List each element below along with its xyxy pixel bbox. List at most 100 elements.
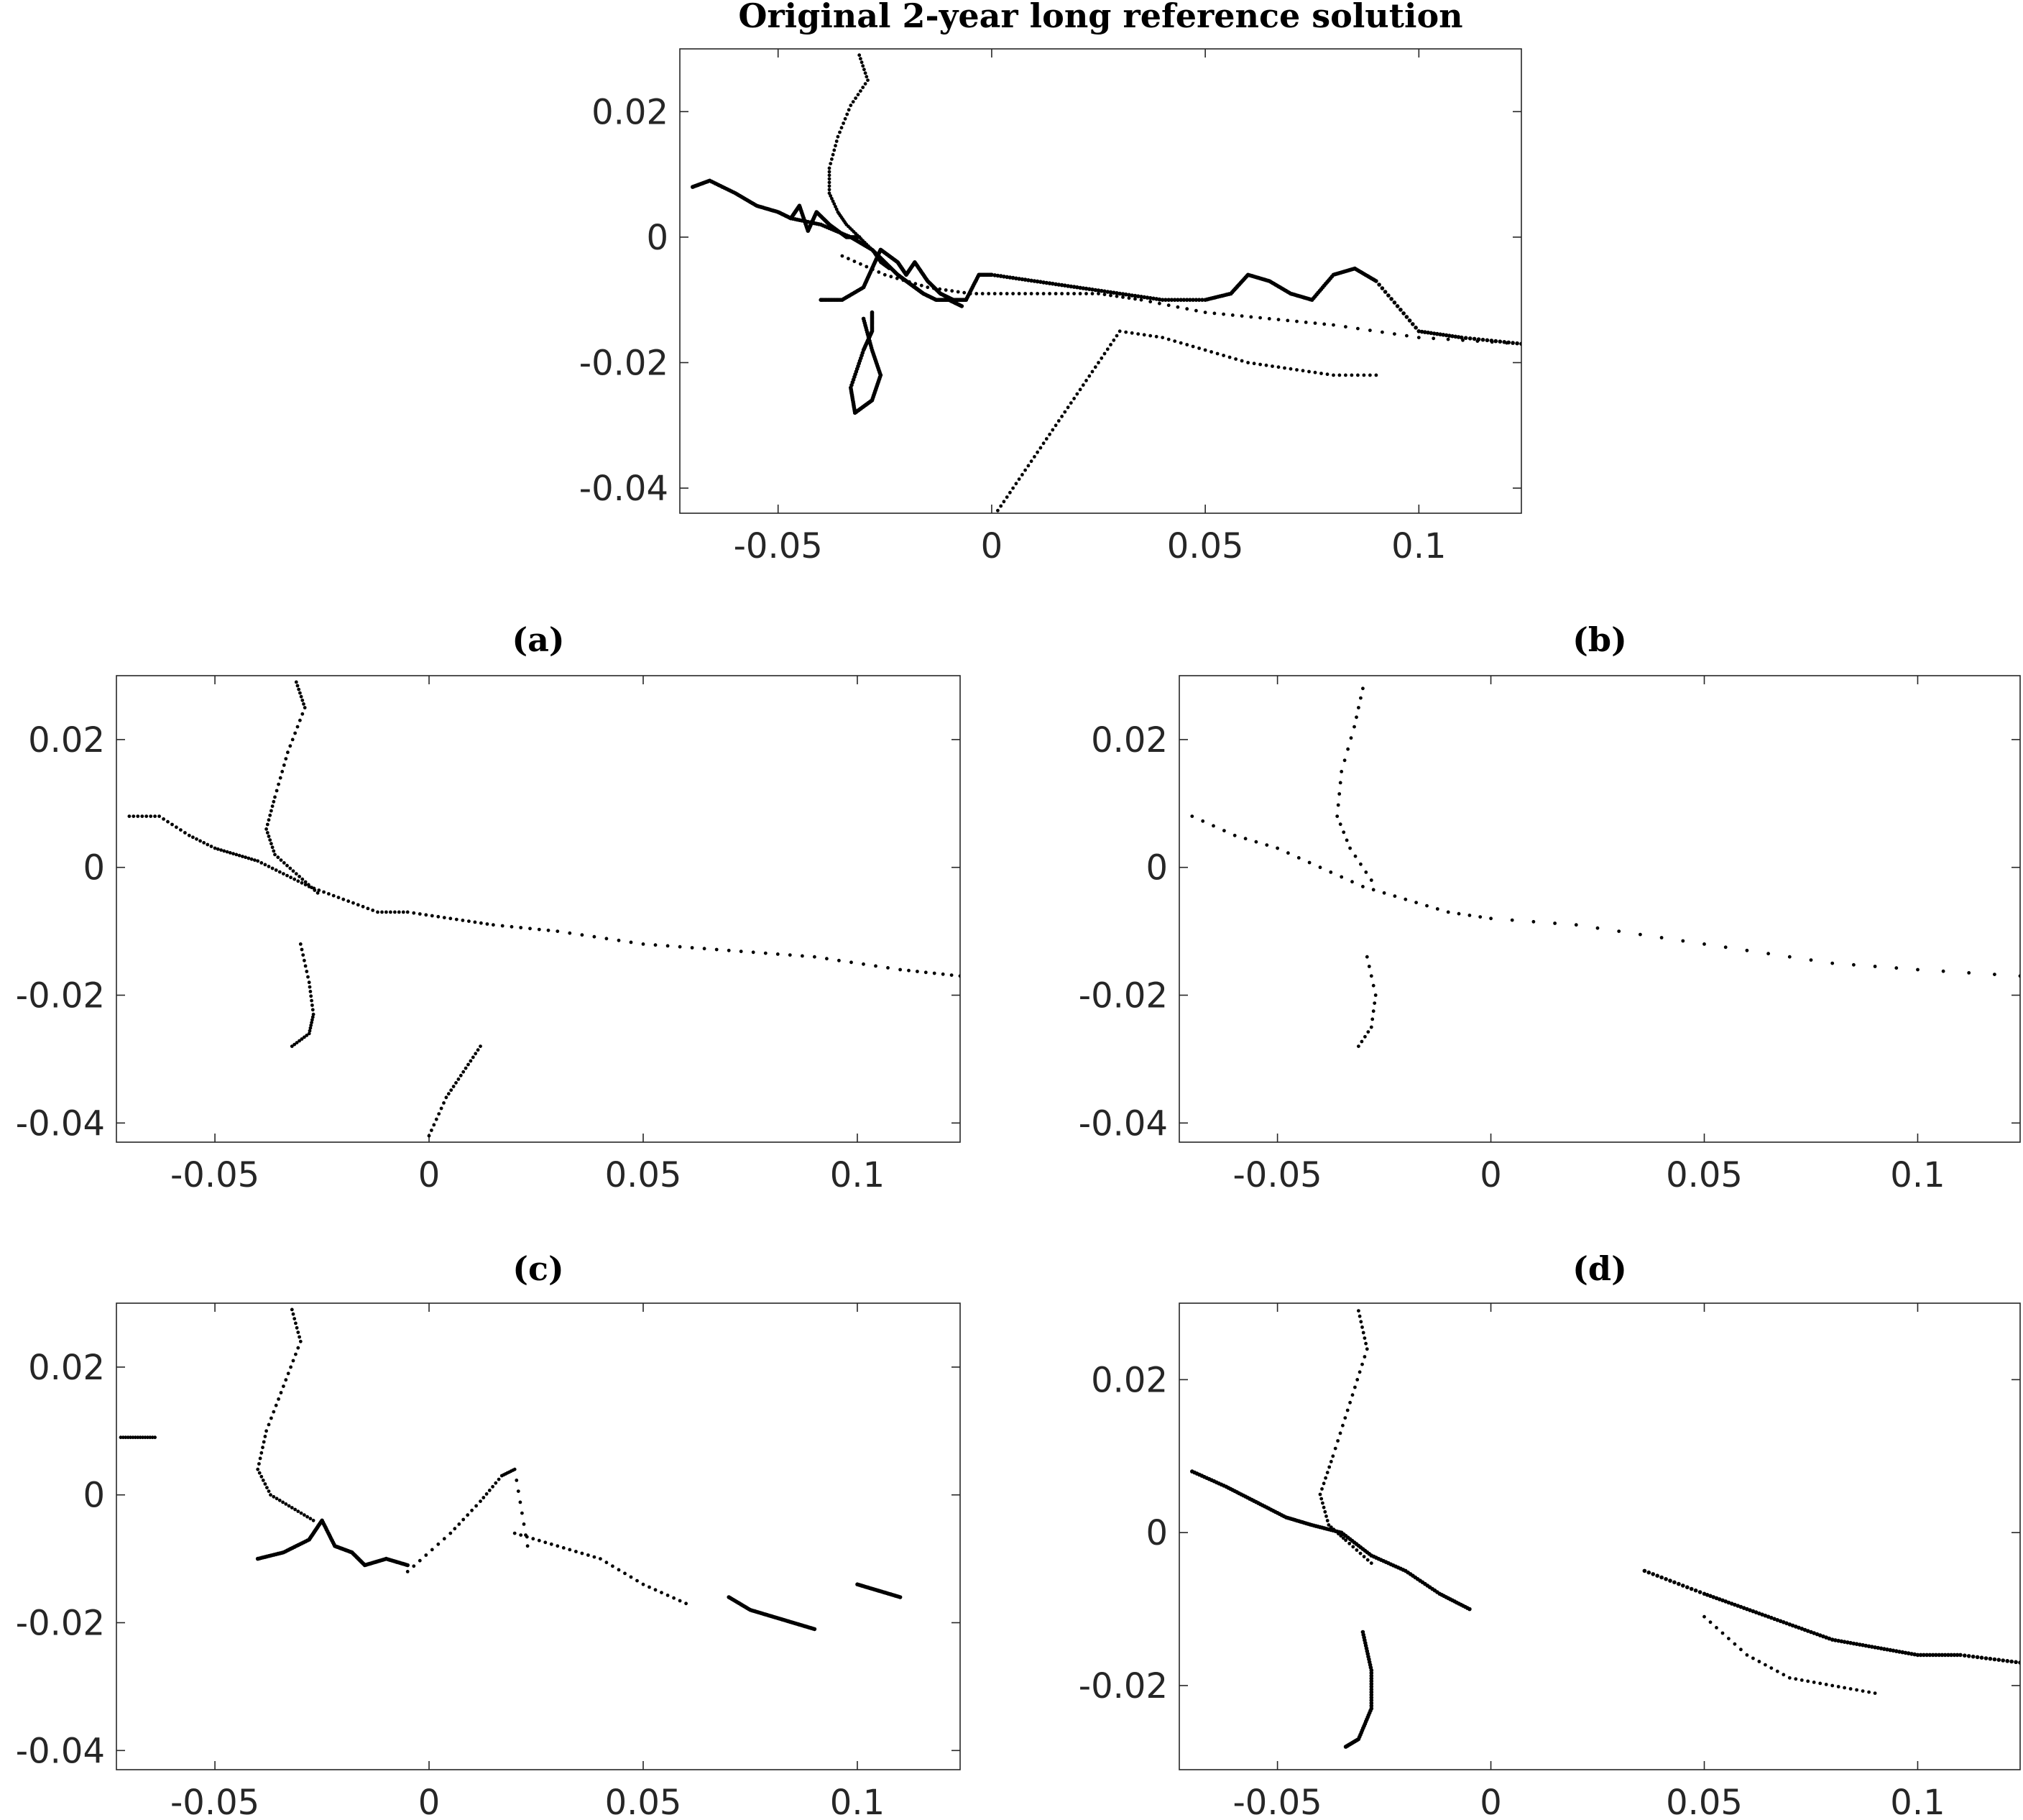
trajectory-point [274,1403,278,1407]
axis-frame-b [1179,675,2021,1143]
trajectory-point [1659,936,1664,939]
trajectory-point [262,1440,266,1444]
trajectory-point [1952,1653,1957,1658]
trajectory-point [1069,284,1074,289]
trajectory-point [1331,1454,1335,1458]
trajectory-point [827,191,831,196]
trajectory-point [1081,383,1085,387]
trajectory-point [537,1538,541,1543]
trajectory-point [1519,341,1521,346]
trajectory-point [1425,904,1429,908]
trajectory-point [277,1498,282,1502]
trajectory-point [1313,321,1317,325]
trajectory-point [834,207,839,211]
trajectory-point [580,933,584,937]
trajectory-points-b [1190,686,2020,1048]
trajectory-point [1677,1581,1681,1586]
trajectory-point [1760,1612,1764,1617]
trajectory-point [469,1059,473,1063]
trajectory-point [1411,322,1415,326]
trajectory-point [1941,969,1945,973]
trajectory-point [543,1540,548,1545]
trajectory-point [1130,293,1134,298]
trajectory-point [1343,1745,1348,1749]
trajectory-point [1764,1663,1767,1667]
trajectory-point [309,1024,313,1027]
trajectory-point [405,1563,410,1568]
trajectory-point [1467,336,1473,341]
trajectory-point [485,922,489,926]
y-tick-label: -0.04 [1079,1103,1168,1144]
trajectory-point [1179,341,1183,345]
trajectory-point [2018,1660,2020,1665]
trajectory-point [1097,292,1100,295]
trajectory-point [1689,1586,1694,1591]
trajectory-point [264,827,268,831]
trajectory-point [307,1031,311,1036]
trajectory-point [464,1066,468,1070]
trajectory-point [1350,1393,1355,1397]
trajectory-point [1072,292,1076,295]
trajectory-point [829,194,833,198]
trajectory-point [1909,1652,1914,1656]
trajectory-point [295,725,300,729]
trajectory-point [261,1479,265,1482]
trajectory-point [149,814,153,818]
trajectory-point [525,1544,530,1548]
trajectory-point [1711,1595,1715,1599]
trajectory-point [366,906,370,911]
trajectory-point [1109,293,1112,298]
trajectory-point [834,139,839,143]
trajectory-point [269,1493,272,1497]
trajectory-point [296,1330,300,1334]
trajectory-point [1090,288,1095,292]
trajectory-point [1329,870,1333,874]
trajectory-point [298,1335,301,1339]
trajectory-point [1741,1606,1746,1610]
trajectory-point [317,888,321,892]
trajectory-point [990,272,994,277]
trajectory-point [852,259,857,263]
trajectory-point [1041,441,1046,446]
trajectory-point [166,819,170,824]
trajectory-point [436,914,441,919]
trajectory-point [1212,311,1217,316]
trajectory-point [500,924,504,928]
trajectory-point [519,926,523,929]
trajectory-point [1937,1653,1941,1658]
trajectory-point [132,814,136,818]
trajectory-point [1158,301,1161,305]
trajectory-point [1685,1585,1690,1589]
trajectory-point [131,1435,135,1440]
trajectory-point [1897,1650,1902,1654]
trajectory-point [466,1513,470,1517]
trajectory-point [126,1435,130,1440]
trajectory-point [1861,1689,1865,1693]
trajectory-point [1341,1536,1345,1540]
trajectory-point [138,1435,142,1440]
trajectory-point [1026,278,1031,282]
trajectory-point [916,970,919,973]
trajectory-point [556,929,560,933]
trajectory-point [1363,1034,1367,1039]
trajectory-point [1047,281,1052,285]
trajectory-point [1392,300,1397,305]
trajectory-point [376,910,379,914]
trajectory-point [1852,962,1856,967]
trajectory-point [1955,1653,1960,1658]
trajectory-point [1870,1645,1874,1649]
y-tick-label: -0.02 [16,976,105,1016]
trajectory-point [1102,289,1107,294]
trajectory-point [842,121,845,125]
trajectory-point [1105,347,1110,351]
trajectory-point [1185,307,1189,311]
trajectory-point [1254,840,1258,844]
axis-frame-top [679,48,1522,514]
trajectory-point [259,1474,264,1479]
trajectory-point [300,1037,304,1041]
trajectory-point [827,177,831,181]
trajectory-point [439,1106,443,1111]
trajectory-point [990,518,994,521]
trajectory-point [1745,1607,1749,1612]
trajectory-points-c [119,1307,903,1632]
